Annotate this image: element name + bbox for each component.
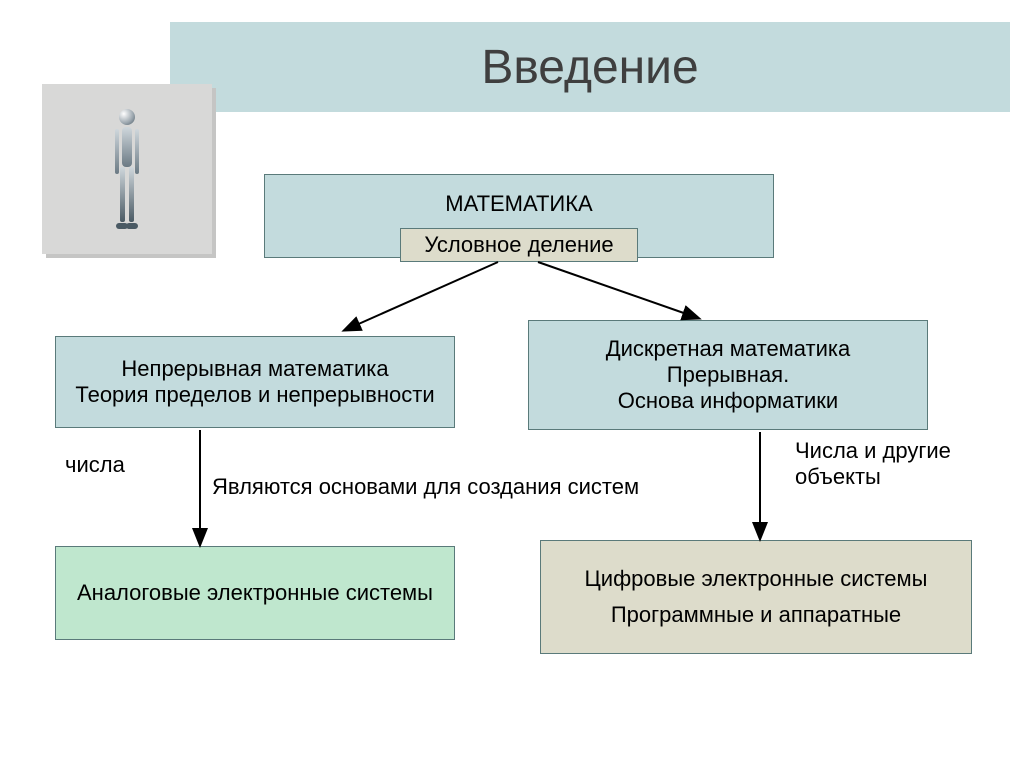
node-subtitle-text: Условное деление <box>424 232 613 258</box>
robot-icon <box>112 109 142 229</box>
node-continuous-line1: Непрерывная математика <box>121 356 388 382</box>
label-numbers-right-l1: Числа и другие <box>795 438 951 464</box>
label-numbers-right: Числа и другие объекты <box>795 438 951 490</box>
slide: Введение МАТЕМАТИКА Условное деление Неп… <box>0 0 1024 767</box>
node-discrete-line2: Прерывная. <box>667 362 789 388</box>
node-digital: Цифровые электронные системы Программные… <box>540 540 972 654</box>
node-analog-line1: Аналоговые электронные системы <box>77 580 433 606</box>
node-discrete: Дискретная математика Прерывная. Основа … <box>528 320 928 430</box>
image-panel <box>42 84 212 254</box>
node-continuous-line2: Теория пределов и непрерывности <box>75 382 434 408</box>
label-middle: Являются основами для создания систем <box>212 474 639 500</box>
node-continuous: Непрерывная математика Теория пределов и… <box>55 336 455 428</box>
label-numbers-left: числа <box>65 452 125 478</box>
node-discrete-line3: Основа информатики <box>618 388 838 414</box>
slide-title: Введение <box>170 22 1010 112</box>
node-analog: Аналоговые электронные системы <box>55 546 455 640</box>
label-numbers-right-l2: объекты <box>795 464 951 490</box>
node-math-label: МАТЕМАТИКА <box>445 191 592 217</box>
node-digital-line2: Программные и аппаратные <box>611 602 901 628</box>
node-discrete-line1: Дискретная математика <box>606 336 851 362</box>
node-subtitle: Условное деление <box>400 228 638 262</box>
node-digital-line1: Цифровые электронные системы <box>585 566 928 592</box>
slide-title-text: Введение <box>481 40 698 95</box>
